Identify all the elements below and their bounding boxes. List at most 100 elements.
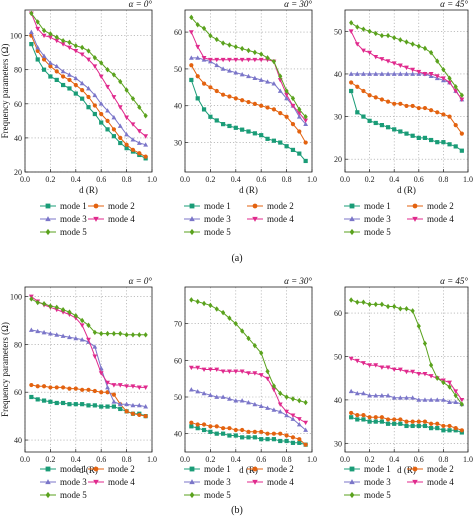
data-point <box>410 395 416 400</box>
data-point <box>189 77 194 83</box>
data-point <box>143 112 148 119</box>
data-point <box>188 387 194 392</box>
data-point <box>201 427 207 433</box>
data-point <box>385 32 391 39</box>
legend-marker <box>45 228 51 236</box>
legend-label: mode 5 <box>204 227 231 237</box>
y-tick-label: 20 <box>14 168 22 177</box>
data-point <box>303 420 309 426</box>
data-point <box>348 29 354 34</box>
legend-label: mode 2 <box>108 201 135 211</box>
data-point <box>355 299 360 305</box>
data-point <box>435 375 440 381</box>
x-tick-label: 0.4 <box>389 175 399 184</box>
legend-marker <box>45 479 51 485</box>
series-line-mode-5 <box>350 22 463 96</box>
data-point <box>35 57 40 62</box>
legend-marker <box>93 479 99 485</box>
data-point <box>67 86 72 91</box>
data-point <box>397 367 403 373</box>
data-point <box>48 385 53 390</box>
data-point <box>189 14 194 21</box>
data-point <box>404 103 409 109</box>
data-point <box>373 363 379 368</box>
data-point <box>385 365 391 370</box>
data-point <box>246 435 251 440</box>
y-tick-label: 40 <box>14 436 22 445</box>
data-point <box>303 427 309 432</box>
data-point <box>441 66 446 73</box>
data-point <box>404 131 409 136</box>
data-point <box>105 330 110 337</box>
data-point <box>246 57 251 63</box>
data-point <box>284 409 290 415</box>
data-point <box>277 88 283 93</box>
data-point <box>422 397 428 402</box>
data-point <box>271 407 277 412</box>
x-tick-label: 0.4 <box>389 455 399 464</box>
data-point <box>143 414 148 419</box>
data-point <box>143 142 149 147</box>
legend-marker <box>412 466 418 472</box>
data-point <box>252 131 257 136</box>
data-point <box>29 10 34 17</box>
data-point <box>86 403 91 408</box>
data-point <box>79 337 85 342</box>
data-point <box>29 296 34 302</box>
data-point <box>355 24 360 30</box>
data-point <box>195 388 201 394</box>
data-point <box>459 148 464 153</box>
legend-marker <box>45 491 51 499</box>
data-point <box>271 437 276 442</box>
data-point <box>265 437 270 442</box>
panel-title: α = 0° <box>129 0 153 9</box>
data-point <box>429 426 434 431</box>
data-point <box>373 120 378 126</box>
data-point <box>86 57 91 62</box>
data-point <box>73 49 79 54</box>
data-point <box>290 95 296 102</box>
data-point <box>271 431 276 436</box>
data-point <box>453 84 458 90</box>
x-tick-label: 1.0 <box>307 175 317 184</box>
data-point <box>124 332 129 338</box>
data-point <box>111 72 116 78</box>
data-point <box>252 401 258 407</box>
data-point <box>361 88 366 94</box>
data-point <box>385 421 391 426</box>
data-point <box>348 388 354 394</box>
data-point <box>41 329 47 335</box>
data-point <box>92 403 97 408</box>
data-point <box>73 43 78 49</box>
data-point <box>143 154 148 159</box>
data-point <box>271 107 276 112</box>
data-point <box>214 36 219 43</box>
panel-5: 0.0 0.2 0.4 0.6 0.8 1.0 40 50 60 70 α = 30° d (R) mo… <box>174 276 317 500</box>
data-point <box>435 58 440 64</box>
legend-marker <box>189 228 195 236</box>
data-point <box>86 85 91 91</box>
legend-label: mode 4 <box>427 214 454 224</box>
data-point <box>73 402 78 407</box>
data-point <box>397 63 403 68</box>
data-point <box>60 68 66 74</box>
data-point <box>35 48 40 54</box>
legend-label: mode 4 <box>108 477 135 487</box>
legend-marker <box>45 216 51 222</box>
data-point <box>296 417 302 422</box>
data-point <box>207 57 213 63</box>
data-point <box>453 89 459 94</box>
data-point <box>429 362 434 368</box>
x-axis-label: d (R) <box>397 465 416 475</box>
data-point <box>441 140 446 145</box>
data-point <box>259 350 264 356</box>
data-point <box>252 429 257 434</box>
y-tick-label: 30 <box>334 113 342 122</box>
data-point <box>440 76 446 81</box>
data-point <box>385 99 391 104</box>
data-point <box>410 71 416 76</box>
data-point <box>435 110 440 115</box>
plot-frame <box>184 9 313 173</box>
y-tick-label: 50 <box>334 352 342 361</box>
x-axis-label: d (R) <box>397 185 416 195</box>
